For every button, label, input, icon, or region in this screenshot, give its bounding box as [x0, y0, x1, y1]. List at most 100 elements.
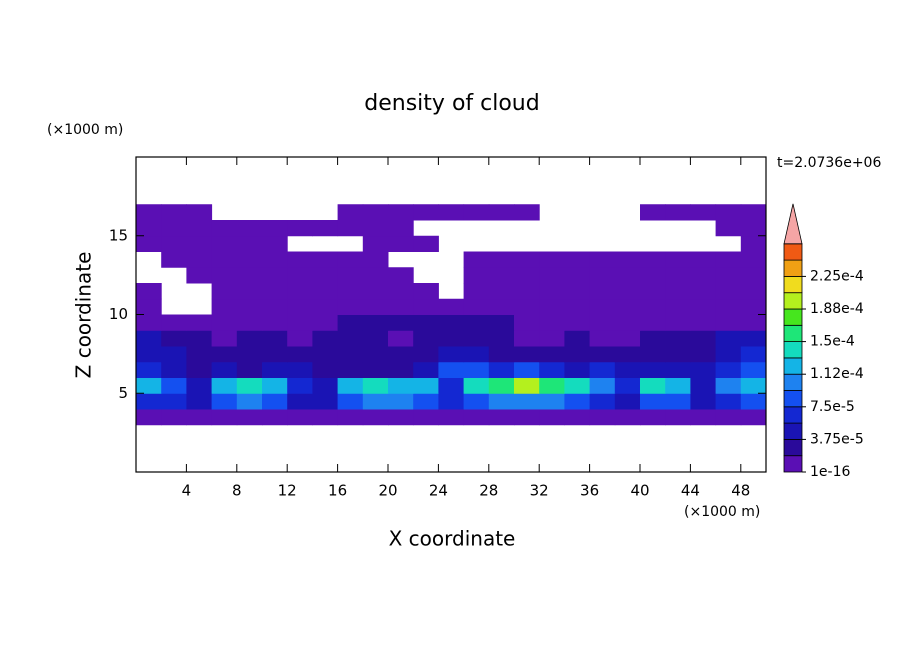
contour-cell	[262, 346, 288, 363]
contour-cell	[438, 330, 465, 347]
contour-cell	[665, 251, 691, 268]
contour-cell	[690, 204, 717, 221]
contour-cell	[211, 330, 238, 347]
colorbar-tick-label: 1.12e-4	[810, 366, 864, 382]
contour-cell	[715, 251, 742, 268]
contour-cell	[388, 361, 414, 378]
colorbar-band	[783, 390, 803, 408]
contour-cell	[312, 283, 339, 300]
contour-cell	[740, 220, 766, 237]
colorbar-band	[783, 438, 803, 457]
contour-cell	[740, 393, 766, 410]
contour-cell	[362, 409, 389, 426]
contour-cell	[690, 298, 717, 315]
contour-cell	[413, 361, 439, 378]
contour-cell	[211, 346, 238, 363]
contour-cell	[211, 361, 238, 378]
contour-cell	[287, 267, 313, 284]
x-tick-label: 24	[429, 482, 448, 500]
contour-cell	[463, 204, 490, 221]
contour-cell	[287, 409, 313, 426]
contour-cell	[539, 330, 565, 347]
contour-cell	[640, 361, 666, 378]
contour-cell	[665, 377, 691, 394]
contour-cell	[539, 251, 565, 268]
contour-cell	[262, 377, 288, 394]
contour-cell	[136, 393, 162, 410]
contour-cell	[463, 393, 490, 410]
contour-cell	[312, 251, 339, 268]
contour-cell	[161, 361, 187, 378]
contour-cell	[287, 361, 313, 378]
contour-cell	[236, 393, 263, 410]
contour-cell	[236, 220, 263, 237]
contour-cell	[161, 220, 187, 237]
contour-cell	[614, 298, 641, 315]
contour-cell	[640, 314, 666, 331]
contour-cell	[362, 251, 389, 268]
contour-cell	[312, 409, 339, 426]
contour-cell	[287, 298, 313, 315]
contour-cell	[337, 393, 364, 410]
x-tick-label: 32	[530, 482, 549, 500]
contour-cell	[740, 361, 766, 378]
contour-cell	[236, 361, 263, 378]
contour-cell	[186, 361, 213, 378]
contour-cell	[312, 314, 339, 331]
contour-cell	[740, 251, 766, 268]
contour-cell	[262, 361, 288, 378]
colorbar-band	[783, 373, 803, 391]
contour-cell	[236, 330, 263, 347]
contour-cell	[740, 204, 766, 221]
contour-cell	[337, 409, 364, 426]
contour-cell	[362, 235, 389, 252]
x-unit: (×1000 m)	[684, 504, 760, 520]
contour-cell	[186, 220, 213, 237]
contour-cell	[287, 346, 313, 363]
contour-cell	[614, 346, 641, 363]
contour-cell	[539, 377, 565, 394]
contour-cell	[362, 220, 389, 237]
contour-cell	[337, 267, 364, 284]
contour-cell	[488, 409, 515, 426]
contour-cell	[236, 377, 263, 394]
contour-cell	[640, 267, 666, 284]
contour-cell	[186, 346, 213, 363]
colorbar-tick-label: 7.5e-5	[810, 399, 855, 415]
contour-cell	[740, 330, 766, 347]
contour-cell	[312, 361, 339, 378]
contour-cell	[589, 298, 616, 315]
contour-cell	[388, 393, 414, 410]
contour-cell	[262, 393, 288, 410]
contour-cell	[438, 204, 465, 221]
chart-title: density of cloud	[364, 91, 539, 116]
contour-cell	[362, 204, 389, 221]
contour-cell	[740, 409, 766, 426]
contour-cell	[388, 377, 414, 394]
contour-cell	[589, 314, 616, 331]
y-axis-label: Z coordinate	[72, 252, 96, 379]
contour-cell	[514, 283, 540, 300]
contour-cell	[413, 393, 439, 410]
contour-cell	[514, 330, 540, 347]
contour-cell	[262, 220, 288, 237]
contour-cell	[262, 314, 288, 331]
contour-cell	[640, 204, 666, 221]
contour-cell	[640, 283, 666, 300]
contour-cell	[136, 330, 162, 347]
contour-cell	[337, 283, 364, 300]
contour-cell	[715, 393, 742, 410]
contour-cell	[211, 251, 238, 268]
contour-cell	[186, 314, 213, 331]
contour-cell	[438, 409, 465, 426]
x-tick-label: 4	[182, 482, 192, 500]
contour-cell	[488, 393, 515, 410]
contour-cell	[715, 204, 742, 221]
contour-cell	[236, 283, 263, 300]
contour-cell	[564, 298, 591, 315]
contour-cell	[488, 314, 515, 331]
contour-cell	[614, 409, 641, 426]
contour-cell	[564, 377, 591, 394]
contour-cell	[740, 283, 766, 300]
contour-cell	[463, 330, 490, 347]
